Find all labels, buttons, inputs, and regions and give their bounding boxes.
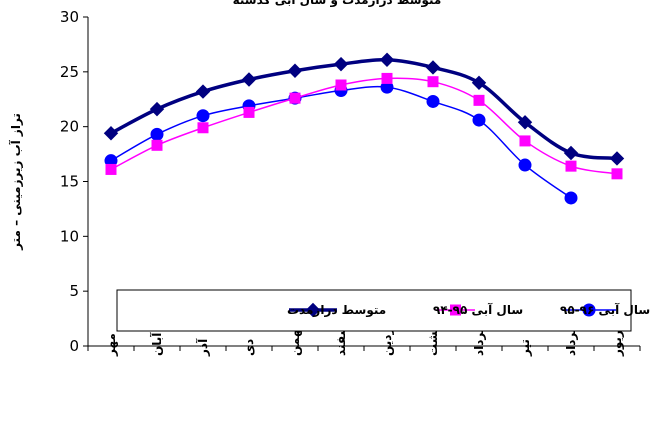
data-point: [565, 160, 577, 172]
data-point: [519, 135, 531, 147]
legend-label: متوسط درازمدت: [287, 303, 386, 318]
data-point: [609, 151, 625, 166]
y-tick-label: 20: [60, 118, 79, 136]
data-point: [335, 79, 347, 91]
legend-swatch-marker: [450, 304, 461, 316]
x-tick-label: مرداد: [564, 325, 578, 356]
series-1: [103, 52, 625, 166]
x-tick-label: آذر: [195, 338, 210, 357]
legend-swatch-marker: [582, 303, 596, 317]
data-point: [150, 127, 164, 141]
data-point: [196, 109, 210, 123]
data-point: [518, 158, 532, 172]
data-point: [379, 52, 395, 67]
legend-box: [116, 289, 632, 332]
data-point: [611, 168, 623, 180]
x-tick-label: آبان: [149, 332, 164, 356]
y-tick-label: 0: [69, 337, 79, 355]
legend: متوسط درازمدت سال آبی ۹۵-۹۴ سال آبی ۹۶-۹۵: [116, 289, 650, 332]
series-2: [105, 72, 623, 180]
data-point: [197, 122, 209, 134]
y-tick-label: 25: [60, 63, 79, 81]
chart-title-group: متوسط درازمدت و سال آبی گذشته: [233, 0, 442, 8]
legend-entry: متوسط درازمدت: [287, 302, 386, 318]
data-point: [333, 56, 349, 72]
data-point: [151, 139, 163, 151]
data-point: [289, 92, 301, 104]
x-tick-label: بهمن: [288, 325, 302, 356]
data-point: [426, 94, 440, 108]
legend-label: سال آبی ۹۵-۹۴: [433, 302, 523, 317]
x-tick-label: خرداد: [472, 323, 486, 356]
y-axis-title: تراز آب زیرزمینی – متر: [8, 113, 23, 251]
y-tick-label: 15: [60, 173, 79, 191]
data-point: [241, 72, 257, 87]
data-point: [473, 94, 485, 106]
legend-swatch-marker: [305, 302, 321, 318]
data-point: [103, 126, 119, 141]
y-tick-label: 5: [69, 282, 79, 300]
y-axis: 0 5 10 15 20 25 30 تراز آب زیرزمینی – متر: [8, 8, 89, 355]
data-point: [517, 115, 533, 130]
data-point: [427, 76, 439, 88]
data-point: [243, 106, 255, 118]
data-point: [105, 163, 117, 175]
data-point: [472, 113, 486, 127]
x-tick-label: دی: [242, 339, 256, 356]
data-point: [381, 72, 393, 84]
data-point: [425, 60, 441, 75]
data-point: [195, 84, 211, 99]
x-tick-label: مهر: [104, 333, 118, 357]
data-point: [149, 101, 165, 117]
legend-entry: سال آبی ۹۶-۹۵: [560, 302, 650, 317]
series-layer: [103, 52, 625, 205]
data-point: [471, 75, 487, 91]
y-tick-label: 10: [60, 227, 79, 245]
legend-label: سال آبی ۹۶-۹۵: [560, 302, 650, 317]
data-point: [564, 191, 578, 205]
chart-title: متوسط درازمدت و سال آبی گذشته: [233, 0, 442, 8]
data-point: [563, 145, 579, 161]
x-tick-label: تیر: [518, 339, 532, 357]
legend-entry: سال آبی ۹۵-۹۴: [433, 302, 523, 317]
data-point: [287, 63, 303, 78]
y-tick-label: 30: [60, 8, 79, 26]
